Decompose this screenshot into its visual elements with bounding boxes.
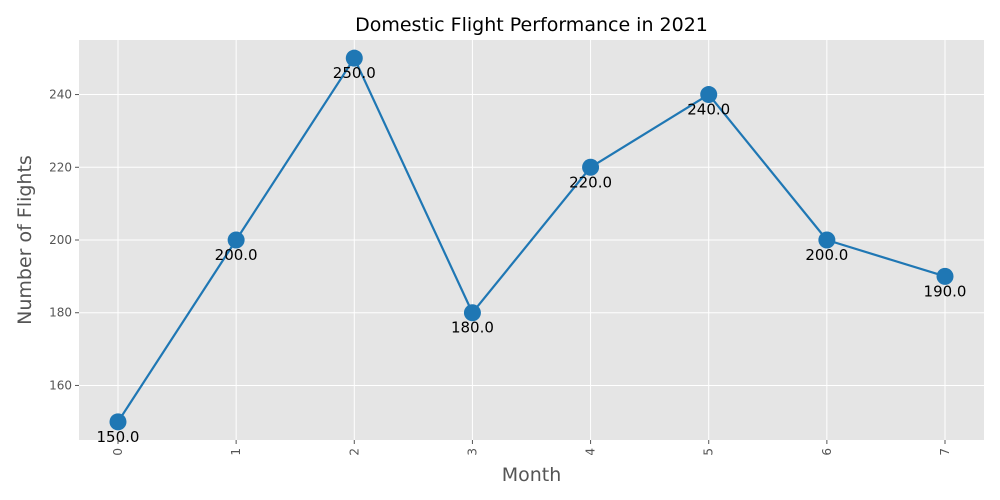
y-axis-ticks: 160 180 200 220 240 — [49, 88, 79, 392]
data-point — [936, 267, 954, 285]
x-tick-label: 1 — [229, 448, 243, 456]
x-tick-label: 3 — [465, 448, 479, 456]
data-point — [345, 49, 363, 67]
data-point — [109, 413, 127, 431]
x-axis-ticks: 0 1 2 3 4 5 6 7 — [111, 440, 952, 456]
series-line — [117, 57, 946, 423]
x-axis-label: Month — [502, 464, 562, 486]
y-tick-label: 220 — [49, 160, 72, 174]
data-label: 180.0 — [451, 319, 494, 337]
data-points — [109, 49, 954, 431]
series-layer — [117, 57, 946, 423]
x-tick-label: 2 — [347, 448, 361, 456]
data-label: 250.0 — [333, 64, 376, 82]
data-label: 220.0 — [569, 173, 612, 191]
y-tick-label: 180 — [49, 306, 72, 320]
x-tick-label: 5 — [702, 448, 716, 456]
data-labels: 150.0 200.0 250.0 180.0 220.0 240.0 200.0 190.0 — [97, 64, 967, 446]
chart-title: Domestic Flight Performance in 2021 — [355, 14, 708, 36]
y-tick-label: 160 — [49, 378, 72, 392]
data-point — [582, 158, 600, 176]
x-tick-label: 4 — [584, 448, 598, 456]
y-axis-label: Number of Flights — [14, 155, 36, 325]
data-label: 200.0 — [215, 246, 258, 264]
data-label: 240.0 — [687, 101, 730, 119]
y-tick-label: 240 — [49, 88, 72, 102]
data-label: 200.0 — [805, 246, 848, 264]
y-tick-label: 200 — [49, 233, 72, 247]
data-label: 150.0 — [97, 428, 140, 446]
data-label: 190.0 — [924, 282, 967, 300]
x-tick-label: 6 — [820, 448, 834, 456]
data-point — [463, 304, 481, 322]
data-point — [700, 86, 718, 104]
data-point — [818, 231, 836, 249]
data-point — [227, 231, 245, 249]
x-tick-label: 0 — [111, 448, 125, 456]
x-tick-label: 7 — [938, 448, 952, 456]
